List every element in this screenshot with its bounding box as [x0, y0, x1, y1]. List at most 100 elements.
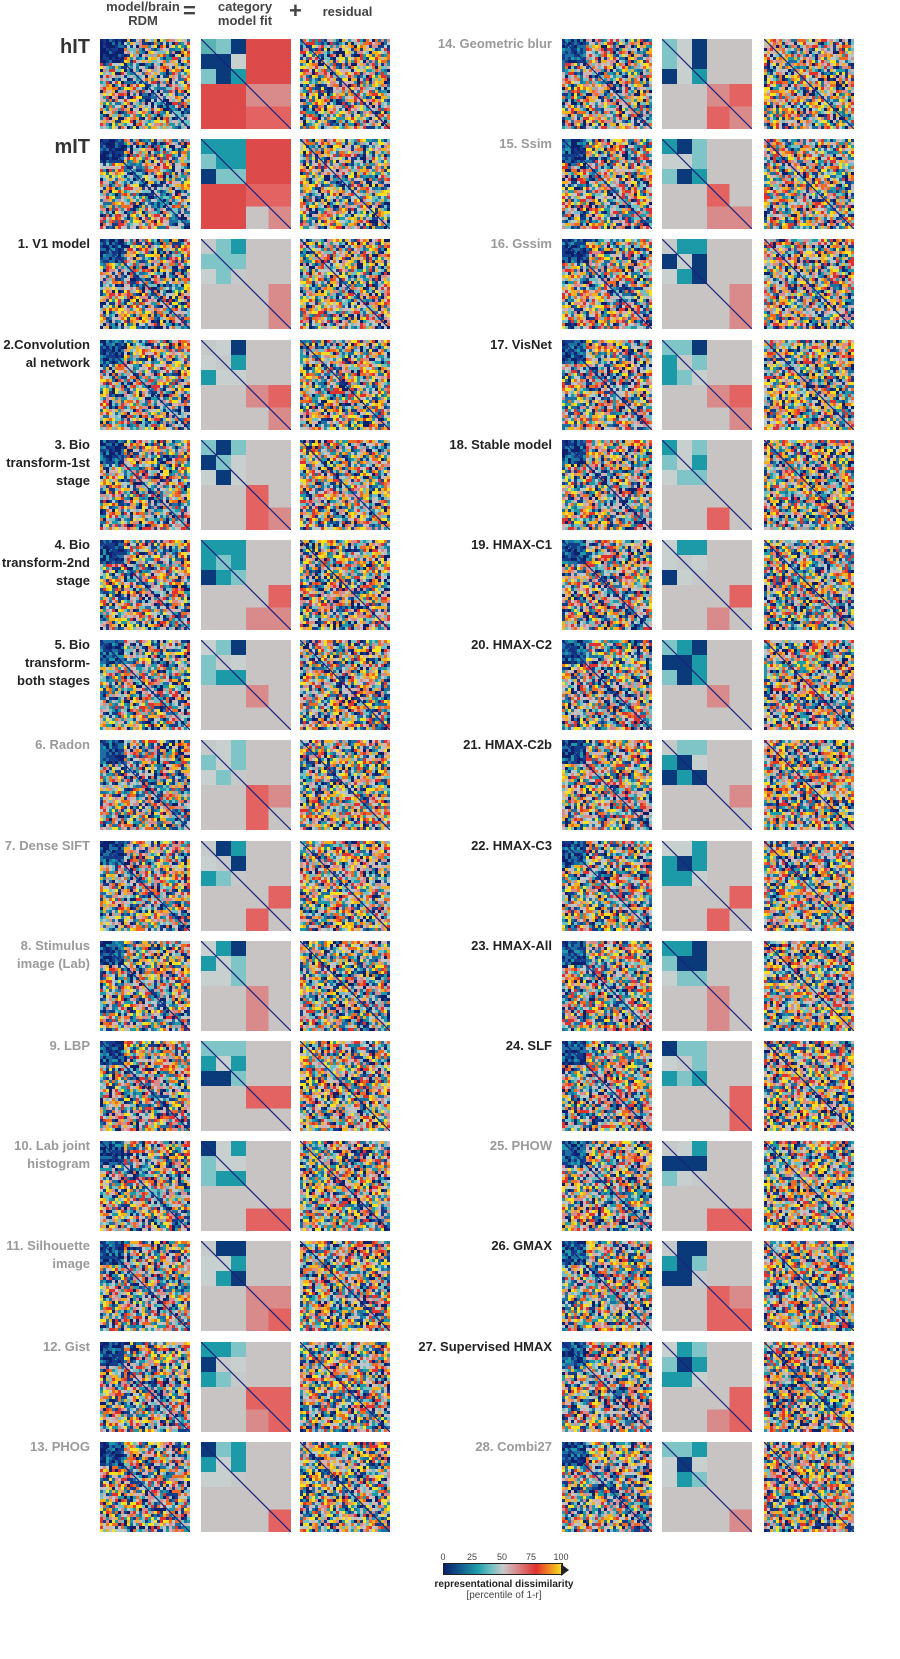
category-model-fit-matrix [662, 1041, 752, 1131]
residual-rdm-matrix [764, 540, 854, 630]
panel-label: 28. Combi27 [400, 1438, 552, 1456]
category-model-fit-matrix [662, 840, 752, 931]
model-brain-rdm-matrix [100, 239, 190, 330]
model-brain-rdm-matrix [562, 1241, 652, 1332]
plus-sign: + [289, 0, 302, 24]
residual-rdm [764, 840, 854, 931]
panel-label: 2.Convolution al network [0, 336, 90, 372]
category-model-fit-matrix [201, 540, 291, 630]
residual-rdm [300, 339, 390, 430]
residual-rdm [300, 239, 390, 330]
category-model-fit [662, 39, 752, 129]
model-brain-rdm-matrix [100, 740, 190, 831]
category-model-fit-matrix [662, 1441, 752, 1532]
panel-label: 25. PHOW [400, 1137, 552, 1155]
model-brain-rdm-matrix [562, 940, 652, 1031]
model-brain-rdm [100, 1341, 190, 1432]
category-model-fit [662, 1141, 752, 1232]
residual-rdm [300, 439, 390, 530]
residual-rdm-matrix [764, 740, 854, 831]
residual-rdm [764, 1241, 854, 1332]
category-model-fit [662, 339, 752, 430]
model-brain-rdm-matrix [100, 1341, 190, 1432]
model-brain-rdm [562, 1141, 652, 1232]
model-brain-rdm [562, 139, 652, 230]
model-brain-rdm-matrix [562, 1141, 652, 1232]
residual-rdm-matrix [764, 339, 854, 430]
category-model-fit [662, 439, 752, 530]
colorbar-gradient [443, 1563, 563, 1575]
model-brain-rdm [100, 139, 190, 230]
category-model-fit [662, 1341, 752, 1432]
model-brain-rdm [100, 640, 190, 731]
category-model-fit-matrix [662, 940, 752, 1031]
model-brain-rdm [562, 1041, 652, 1131]
residual-rdm [764, 1341, 854, 1432]
category-model-fit-matrix [662, 1341, 752, 1432]
model-brain-rdm [562, 1341, 652, 1432]
residual-rdm-matrix [764, 1341, 854, 1432]
category-model-fit-matrix [201, 439, 291, 530]
category-model-fit-matrix [201, 1141, 291, 1232]
category-model-fit-matrix [201, 39, 291, 129]
residual-rdm-matrix [300, 1041, 390, 1131]
panel-label: 8. Stimulus image (Lab) [0, 937, 90, 973]
category-model-fit [201, 1141, 291, 1232]
residual-rdm [300, 540, 390, 630]
category-model-fit-matrix [662, 1241, 752, 1332]
model-brain-rdm-matrix [562, 339, 652, 430]
category-model-fit-matrix [662, 540, 752, 630]
category-model-fit [201, 940, 291, 1031]
category-model-fit-matrix [201, 640, 291, 731]
model-brain-rdm [100, 1241, 190, 1332]
model-brain-rdm-matrix [100, 840, 190, 931]
model-brain-rdm [562, 439, 652, 530]
residual-rdm-matrix [764, 940, 854, 1031]
model-brain-rdm [562, 840, 652, 931]
residual-rdm [300, 840, 390, 931]
model-brain-rdm [100, 39, 190, 129]
category-model-fit [201, 139, 291, 230]
residual-rdm-matrix [764, 1441, 854, 1532]
category-model-fit [662, 740, 752, 831]
residual-rdm-matrix [764, 39, 854, 129]
residual-rdm [300, 740, 390, 831]
model-brain-rdm-matrix [562, 640, 652, 731]
residual-rdm [300, 640, 390, 731]
model-brain-rdm [100, 840, 190, 931]
panel-label: 10. Lab joint histogram [0, 1137, 90, 1173]
panel-label: 26. GMAX [400, 1237, 552, 1255]
category-model-fit [662, 1041, 752, 1131]
model-brain-rdm-matrix [562, 439, 652, 530]
category-model-fit [201, 1441, 291, 1532]
residual-rdm-matrix [300, 139, 390, 230]
residual-rdm [764, 740, 854, 831]
residual-rdm [300, 1241, 390, 1332]
category-model-fit-matrix [201, 1341, 291, 1432]
residual-rdm-matrix [300, 39, 390, 129]
residual-rdm-matrix [764, 840, 854, 931]
model-brain-rdm [562, 1441, 652, 1532]
category-model-fit [662, 540, 752, 630]
panel-label: mIT [0, 136, 90, 158]
model-brain-rdm-matrix [562, 740, 652, 831]
category-model-fit [201, 439, 291, 530]
category-model-fit-matrix [201, 840, 291, 931]
model-brain-rdm [100, 740, 190, 831]
colorbar-tick: 25 [467, 1552, 477, 1562]
model-brain-rdm-matrix [100, 1141, 190, 1232]
panel-label: 4. Bio transform-2nd stage [0, 536, 90, 590]
panel-label: 22. HMAX-C3 [400, 837, 552, 855]
panel-label: 1. V1 model [0, 235, 90, 253]
category-model-fit [201, 39, 291, 129]
residual-rdm-matrix [764, 1041, 854, 1131]
model-brain-rdm-matrix [100, 1041, 190, 1131]
category-model-fit-matrix [201, 339, 291, 430]
residual-rdm-matrix [764, 1241, 854, 1332]
panel-label: 23. HMAX-All [400, 937, 552, 955]
category-model-fit [662, 239, 752, 330]
residual-rdm [764, 339, 854, 430]
model-brain-rdm-matrix [100, 339, 190, 430]
model-brain-rdm-matrix [562, 39, 652, 129]
category-model-fit [662, 840, 752, 931]
